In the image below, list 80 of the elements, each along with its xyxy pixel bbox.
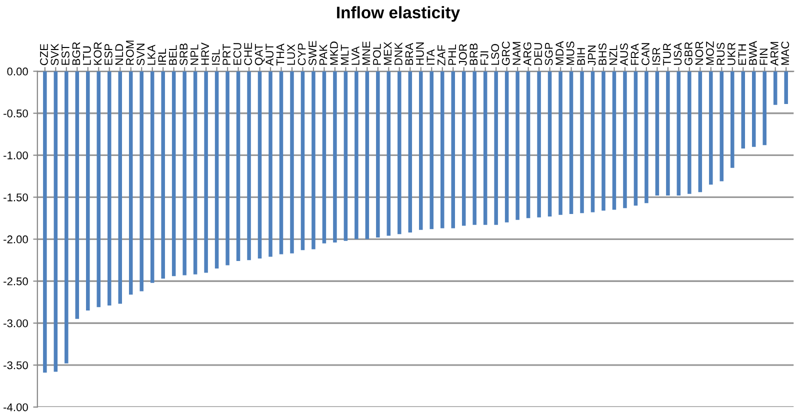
y-tick-label: -1.50 — [4, 193, 28, 202]
x-tick-label: BGR — [72, 42, 80, 65]
y-tick-label: -1.00 — [4, 151, 28, 160]
x-tick-label: AUT — [266, 44, 274, 66]
x-tick-label: CHE — [244, 42, 252, 66]
x-tick-label: BRA — [405, 42, 414, 65]
x-tick-label: MEX — [384, 42, 392, 65]
x-tick-label: MNE — [362, 42, 370, 65]
x-tick-label: THA — [276, 44, 284, 66]
x-tick-label: LUX — [287, 44, 295, 65]
x-tick-label: LVA — [352, 46, 360, 65]
x-tick-label: SGP — [544, 42, 553, 66]
x-tick-label: ECU — [233, 43, 242, 65]
y-tick-label: -2.50 — [4, 277, 28, 286]
x-tick-label: MUS — [566, 42, 574, 65]
x-tick-label: TUR — [663, 43, 671, 66]
x-tick-label: JOR — [458, 44, 467, 66]
x-tick-label: BHS — [598, 43, 606, 65]
x-tick-label: MAC — [781, 41, 790, 65]
x-tick-label: FJI — [480, 51, 488, 65]
x-tick-label: ARM — [770, 42, 778, 66]
x-tick-label: ISL — [212, 49, 220, 65]
y-tick-label: -2.00 — [4, 235, 28, 244]
x-tick-label: MLT — [340, 44, 349, 65]
x-tick-label: NPL — [190, 44, 198, 65]
x-tick-label: LTU — [83, 46, 91, 65]
y-tick-label: -3.50 — [4, 361, 28, 370]
x-tick-label: SVK — [50, 44, 59, 66]
y-tick-label: 0.00 — [7, 68, 28, 76]
x-tick-label: FRA — [630, 44, 639, 65]
x-tick-label: SVN — [136, 44, 145, 66]
x-tick-label: LSO — [491, 44, 500, 65]
x-tick-label: IRL — [158, 48, 166, 65]
x-tick-label: ZAF — [438, 45, 446, 66]
x-tick-label: BEL — [169, 45, 177, 65]
x-tick-label: NAM — [512, 42, 520, 65]
x-tick-label: HUN — [416, 42, 424, 65]
x-tick-label: NLD — [115, 44, 123, 65]
x-tick-label: BRB — [470, 43, 478, 65]
x-tick-label: DEU — [534, 43, 542, 65]
x-tick-label: GBR — [684, 42, 692, 66]
x-tick-label: NZL — [609, 45, 618, 65]
chart-title: Inflow elasticity — [337, 6, 460, 22]
x-tick-label: NOR — [695, 42, 704, 65]
x-tick-label: SWE — [308, 40, 316, 66]
x-tick-label: CAN — [642, 43, 650, 66]
y-tick-label: -0.50 — [4, 110, 28, 118]
x-tick-label: CZE — [40, 44, 48, 66]
x-tick-label: RUS — [716, 42, 725, 65]
x-tick-label: ESP — [104, 44, 112, 65]
x-tick-label: POL — [373, 44, 381, 65]
x-tick-label: FIN — [760, 48, 768, 65]
x-tick-label: AUS — [620, 43, 628, 66]
x-tick-label: USA — [674, 42, 682, 65]
x-tick-label: CYP — [298, 43, 306, 66]
x-tick-label: LKA — [148, 44, 156, 65]
x-tick-label: ISR — [652, 48, 660, 65]
x-tick-label: PRT — [222, 44, 230, 65]
x-tick-label: EST — [62, 44, 70, 65]
x-tick-label: PAK — [319, 44, 328, 65]
x-tick-label: ITA — [426, 49, 434, 65]
x-tick-label: SRB — [180, 43, 188, 66]
x-tick-label: GRC — [502, 41, 510, 66]
x-tick-label: PHL — [448, 44, 456, 65]
x-tick-label: UKR — [728, 42, 736, 65]
x-tick-label: KOR — [94, 42, 102, 65]
x-tick-label: DNK — [394, 42, 402, 65]
x-tick-label: ETH — [738, 44, 746, 65]
x-tick-label: BWA — [749, 40, 757, 65]
x-tick-label: ARG — [523, 42, 532, 66]
x-tick-label: JPN — [588, 46, 596, 66]
x-tick-label: HRV — [201, 42, 209, 65]
y-tick-label: -3.00 — [4, 319, 28, 328]
x-tick-label: MKD — [330, 42, 338, 65]
x-tick-label: MDA — [556, 41, 564, 65]
x-tick-label: QAT — [254, 44, 265, 66]
x-tick-label: BIH — [577, 48, 585, 65]
y-tick-label: -4.00 — [4, 403, 28, 412]
x-tick-label: ROM — [126, 40, 134, 65]
x-tick-label: MOZ — [706, 41, 714, 65]
